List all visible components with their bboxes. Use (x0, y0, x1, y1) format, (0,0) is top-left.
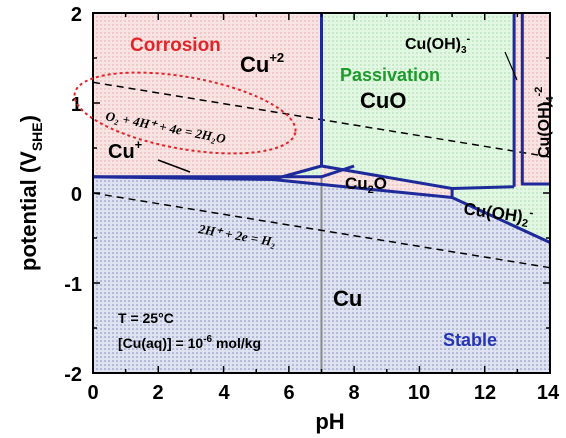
y-tick-label: 2 (71, 4, 82, 26)
y-axis-title: potential (VSHE) (16, 115, 45, 271)
cuplus-base: Cu (108, 141, 135, 163)
cuoh3-base: Cu(OH) (405, 36, 461, 53)
concentration-unit: mol/kg (212, 335, 261, 351)
x-tick-label: 0 (87, 382, 98, 404)
cuplus-sup: + (135, 137, 143, 152)
cuoh3-pointer (504, 51, 518, 81)
cu2-base: Cu (240, 52, 269, 77)
x-tick-labels: 0 2 4 6 8 10 12 14 (87, 382, 560, 404)
x-tick-label: 2 (152, 382, 163, 404)
temperature-label: T = 25°C (118, 310, 174, 326)
stable-label: Stable (443, 330, 497, 350)
cuoh2-sup: - (529, 205, 535, 219)
tick-marks (92, 12, 551, 374)
cuo-species-label: CuO (360, 88, 406, 113)
cu2o-tail: O (374, 174, 387, 193)
cuoh3-species-label: Cu(OH)3- (405, 33, 471, 56)
boundary-cuoh3-cuoh4 (520, 13, 550, 186)
cu2o-species-label: Cu2O (345, 174, 387, 196)
y-tick-label: -2 (64, 364, 82, 386)
cuoh4-sub: 4 (545, 96, 556, 102)
oxygen-reaction-ellipse (73, 71, 297, 155)
cuoh2-region (452, 184, 550, 243)
cu-species-label: Cu (333, 286, 362, 311)
cu2-species-label: Cu+2 (240, 50, 284, 77)
cuplus-species-label: Cu+ (108, 137, 143, 163)
y-axis-title-main: potential (V (16, 151, 41, 271)
passivation-region (272, 13, 515, 189)
y-axis-title-sub: SHE (29, 122, 45, 151)
cuoh3-sub: 3 (461, 45, 467, 56)
cuoh4-sup: -2 (533, 87, 545, 97)
x-tick-label: 14 (537, 382, 560, 404)
cuoh2-sub: 2 (521, 217, 529, 230)
passivation-label: Passivation (340, 65, 440, 85)
x-tick-label: 10 (408, 382, 430, 404)
concentration-label: [Cu(aq)] = 10-6 mol/kg (118, 334, 261, 351)
x-tick-label: 4 (218, 382, 230, 404)
concentration-base: [Cu(aq)] = 10 (118, 335, 203, 351)
hydrogen-reaction-line (92, 192, 551, 269)
y-tick-label: -1 (64, 274, 82, 296)
x-tick-label: 12 (474, 382, 496, 404)
cu2o-sub: 2 (368, 184, 374, 196)
phase-boundaries (92, 13, 551, 244)
x-axis-title: pH (315, 409, 344, 434)
cuoh3-sup: - (467, 33, 471, 45)
cu2-sup: +2 (269, 50, 284, 65)
y-tick-label: 0 (71, 184, 82, 206)
cuoh4-base: Cu(OH) (536, 102, 553, 158)
corrosion-label: Corrosion (130, 35, 221, 56)
cuoh4-species-label: Cu(OH)4-2 (533, 87, 556, 158)
cu2o-base: Cu (345, 174, 368, 193)
y-tick-labels: 2 1 0 -1 -2 (64, 4, 82, 386)
x-tick-label: 8 (348, 382, 359, 404)
boundary-cu2o-cuo (272, 164, 515, 190)
x-tick-label: 6 (283, 382, 294, 404)
concentration-exp: -6 (203, 334, 212, 345)
y-axis-title-close: ) (16, 115, 41, 122)
y-tick-label: 1 (71, 94, 82, 116)
cuplus-pointer (157, 159, 191, 173)
